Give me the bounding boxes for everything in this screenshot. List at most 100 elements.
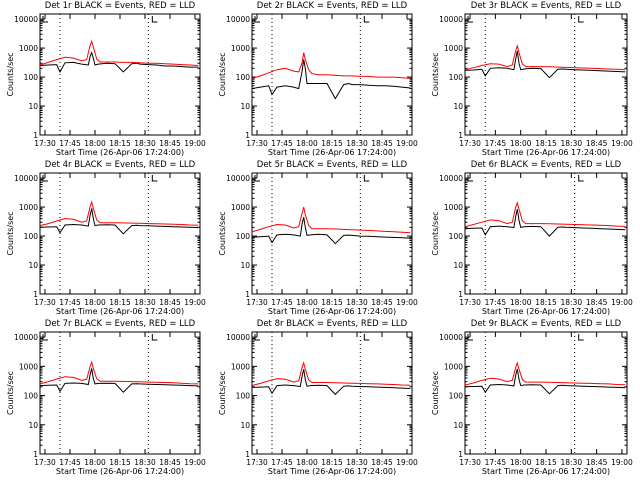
y-axis-label: Counts/sec	[6, 371, 15, 415]
panel-title: Det 3r BLACK = Events, RED = LLD	[471, 1, 622, 11]
x-tick-label: 18:00	[296, 298, 318, 307]
panel-title: Det 9r BLACK = Events, RED = LLD	[471, 319, 622, 329]
y-tick-label: 1	[245, 290, 250, 299]
y-tick-label: 10000	[439, 174, 463, 183]
x-tick-label: 17:30	[34, 458, 56, 467]
y-tick-label: 100	[24, 232, 39, 241]
x-axis-label: Start Time (26-Apr-06 17:24:00)	[56, 148, 184, 157]
y-tick-label: 1000	[444, 203, 463, 212]
interval-marker	[467, 16, 473, 23]
y-tick-label: 10	[453, 261, 463, 270]
x-tick-label: 17:30	[246, 298, 268, 307]
y-tick-label: 1	[33, 131, 38, 140]
interval-marker	[363, 334, 370, 341]
panel-title: Det 5r BLACK = Events, RED = LLD	[257, 160, 408, 170]
x-tick-label: 18:00	[84, 298, 106, 307]
x-tick-label: 18:30	[346, 298, 368, 307]
x-tick-label: 17:30	[34, 139, 56, 148]
x-tick-label: 17:45	[271, 139, 293, 148]
series-events-line	[251, 216, 411, 245]
panel-title: Det 7r BLACK = Events, RED = LLD	[45, 319, 196, 329]
x-tick-label: 18:15	[535, 458, 557, 467]
x-tick-label: 18:30	[346, 458, 368, 467]
y-axis-label: Counts/sec	[218, 211, 227, 255]
x-tick-label: 18:15	[109, 458, 131, 467]
axes-frame	[39, 172, 201, 295]
x-tick-label: 19:00	[184, 458, 206, 467]
x-tick-label: 17:45	[485, 458, 507, 467]
x-tick-label: 18:15	[109, 139, 131, 148]
x-tick-label: 18:00	[510, 298, 532, 307]
y-tick-label: 100	[236, 73, 251, 82]
series-lld-line	[39, 39, 199, 66]
y-axis-label: Counts/sec	[218, 371, 227, 415]
x-tick-label: 17:30	[34, 298, 56, 307]
x-tick-label: 18:45	[159, 458, 181, 467]
y-tick-label: 10	[240, 261, 250, 270]
x-tick-label: 18:15	[535, 139, 557, 148]
chart-panel: Det 7r BLACK = Events, RED = LLD 1 10 100 10…	[6, 319, 206, 476]
x-tick-label: 18:30	[561, 458, 583, 467]
x-tick-label: 17:30	[459, 139, 481, 148]
x-tick-label: 18:00	[510, 139, 532, 148]
x-tick-label: 17:45	[59, 298, 81, 307]
y-tick-label: 100	[24, 392, 39, 401]
y-tick-label: 10	[28, 261, 38, 270]
y-tick-label: 100	[24, 73, 39, 82]
interval-marker	[151, 16, 158, 23]
axes-frame	[251, 13, 413, 136]
y-tick-label: 1	[458, 131, 463, 140]
series-events-line	[39, 208, 199, 235]
chart-panel: Det 9r BLACK = Events, RED = LLD 1 10 100 10…	[431, 319, 633, 476]
x-tick-label: 17:30	[246, 458, 268, 467]
x-tick-label: 18:30	[134, 139, 156, 148]
axes-frame	[464, 172, 628, 295]
y-tick-label: 10	[28, 102, 38, 111]
x-axis-label: Start Time (26-Apr-06 17:24:00)	[268, 307, 396, 316]
x-tick-label: 17:45	[485, 298, 507, 307]
x-tick-label: 19:00	[184, 139, 206, 148]
x-tick-label: 18:15	[535, 298, 557, 307]
interval-marker	[467, 334, 473, 341]
y-tick-label: 1000	[444, 362, 463, 371]
x-tick-label: 17:45	[271, 458, 293, 467]
y-axis-label: Counts/sec	[431, 211, 440, 255]
interval-marker	[363, 16, 370, 23]
axes-frame	[251, 172, 413, 295]
interval-marker	[42, 175, 48, 182]
y-tick-label: 1	[245, 131, 250, 140]
series-events-line	[39, 51, 199, 74]
x-tick-label: 19:00	[396, 458, 418, 467]
y-tick-label: 1000	[19, 44, 38, 53]
x-tick-label: 18:15	[321, 458, 343, 467]
x-axis-label: Start Time (26-Apr-06 17:24:00)	[268, 148, 396, 157]
y-tick-label: 10000	[226, 333, 250, 342]
x-tick-label: 18:45	[371, 298, 393, 307]
series-events-line	[464, 50, 626, 79]
y-axis-label: Counts/sec	[218, 52, 227, 96]
x-tick-label: 17:45	[485, 139, 507, 148]
y-tick-label: 100	[449, 73, 464, 82]
series-lld-line	[251, 361, 411, 387]
y-axis-label: Counts/sec	[6, 211, 15, 255]
y-tick-label: 10000	[14, 15, 38, 24]
y-tick-label: 1000	[444, 44, 463, 53]
x-tick-label: 18:45	[586, 458, 608, 467]
x-axis-label: Start Time (26-Apr-06 17:24:00)	[482, 467, 610, 476]
x-tick-label: 18:15	[321, 298, 343, 307]
series-lld-line	[464, 361, 626, 386]
y-tick-label: 10	[453, 102, 463, 111]
y-tick-label: 1000	[19, 203, 38, 212]
interval-marker	[363, 175, 370, 182]
axes-frame	[251, 331, 413, 455]
series-lld-line	[39, 200, 199, 227]
y-tick-label: 10	[240, 421, 250, 430]
x-tick-label: 17:45	[271, 298, 293, 307]
series-lld-line	[251, 52, 411, 79]
interval-marker	[467, 175, 473, 182]
x-tick-label: 17:30	[459, 458, 481, 467]
interval-marker	[254, 16, 260, 23]
y-tick-label: 10000	[439, 15, 463, 24]
x-axis-label: Start Time (26-Apr-06 17:24:00)	[56, 467, 184, 476]
